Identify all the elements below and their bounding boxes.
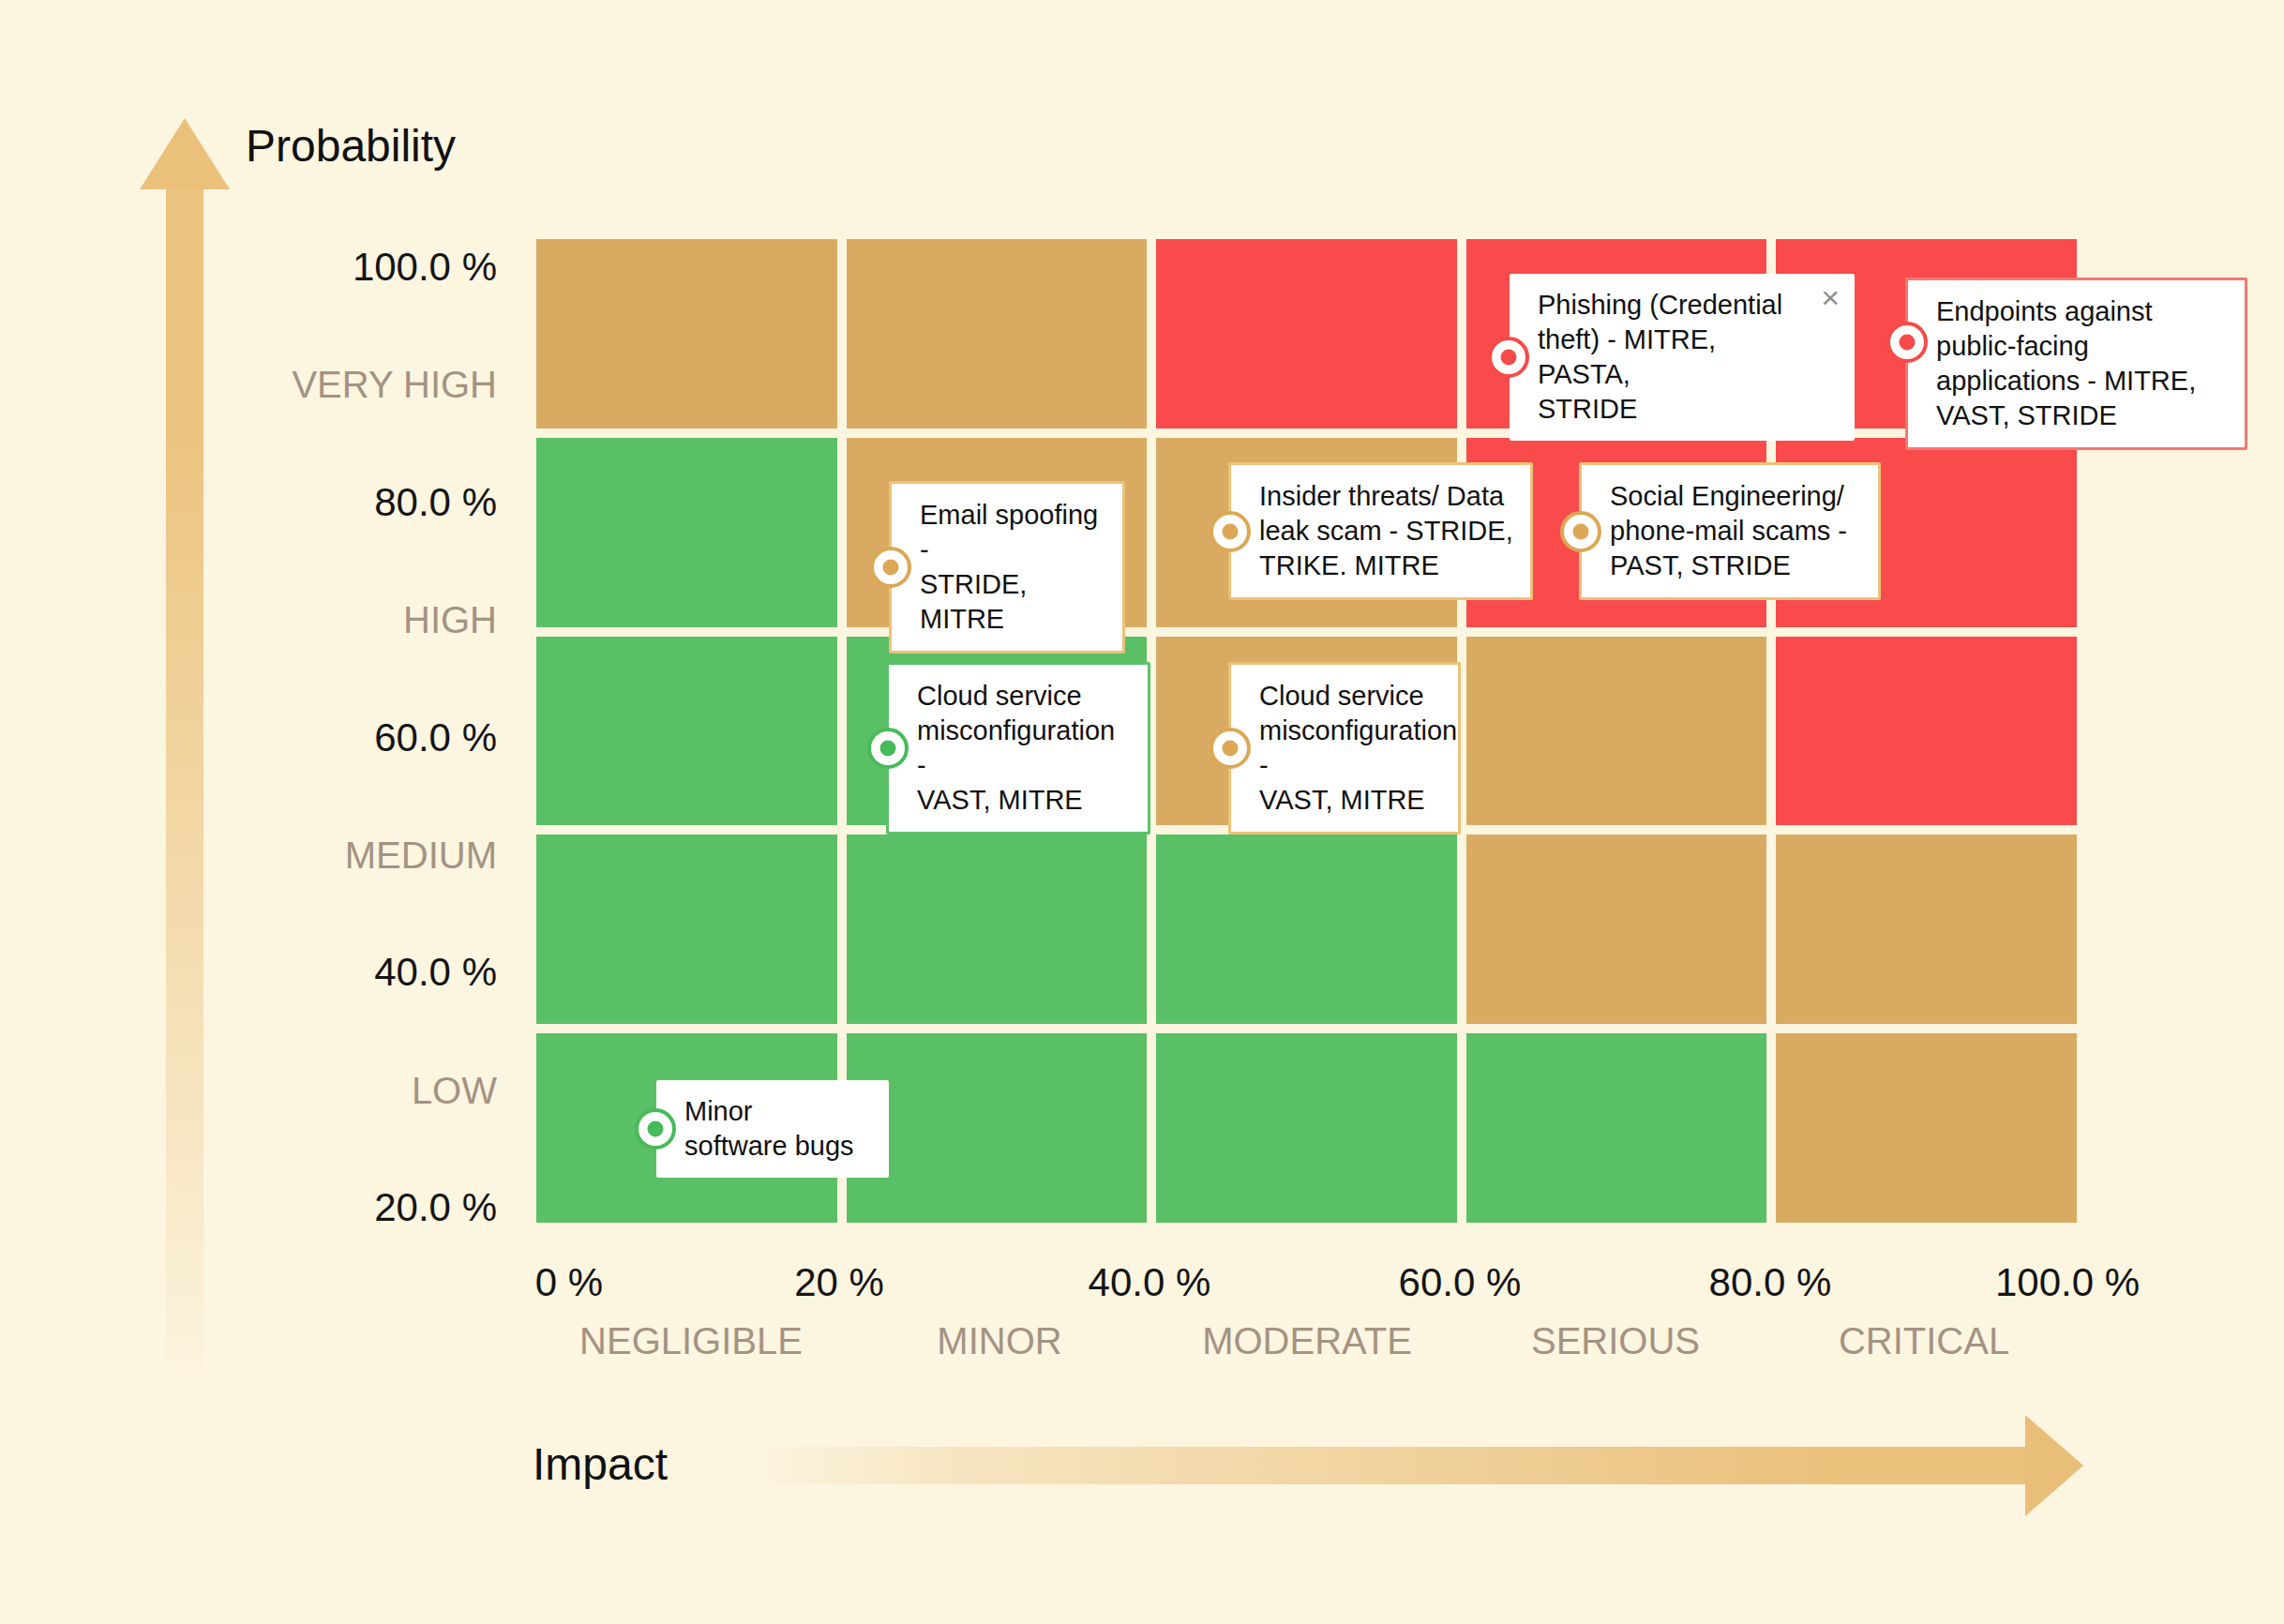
y-axis-label: HIGH [0, 590, 497, 650]
matrix-cell[interactable] [1776, 637, 2077, 826]
matrix-cell[interactable] [847, 239, 1148, 429]
impact-arrow-shaft [745, 1447, 2028, 1484]
matrix-cell[interactable] [1156, 835, 1457, 1024]
matrix-cell[interactable] [1156, 239, 1457, 429]
x-axis-tick: 80.0 % [1648, 1260, 1892, 1305]
matrix-cell[interactable] [1776, 835, 2077, 1024]
risk-matrix-page: Probability Impact 100.0 % VERY HIGH 80.… [0, 0, 2284, 1624]
threat-marker-icon[interactable] [1488, 337, 1529, 378]
x-axis-category: MODERATE [1148, 1320, 1466, 1362]
x-axis-category: CRITICAL [1765, 1320, 2083, 1362]
y-axis-label: 80.0 % [0, 473, 497, 533]
x-axis-tick: 40.0 % [1028, 1260, 1271, 1305]
impact-arrow-head-icon [2025, 1415, 2083, 1516]
matrix-cell[interactable] [536, 239, 837, 429]
threat-label: Email spoofing - STRIDE, MITRE [920, 498, 1105, 637]
y-axis-label: 60.0 % [0, 708, 497, 768]
x-axis-tick: 0 % [447, 1260, 691, 1305]
threat-marker-icon[interactable] [635, 1108, 676, 1150]
matrix-cell[interactable] [847, 835, 1148, 1024]
matrix-cell[interactable] [536, 637, 837, 826]
threat-card[interactable]: Cloud service misconfiguration - VAST, M… [886, 662, 1150, 835]
threat-label: Endpoints against public-facing applicat… [1936, 294, 2228, 433]
x-axis-tick: 60.0 % [1338, 1260, 1582, 1305]
matrix-cell[interactable] [1156, 1033, 1457, 1223]
threat-marker-icon[interactable] [1210, 728, 1251, 769]
threat-marker-icon[interactable] [870, 547, 911, 588]
matrix-cell[interactable] [1466, 637, 1767, 826]
x-axis-category: NEGLIGIBLE [532, 1320, 850, 1362]
threat-label: Cloud service misconfiguration - VAST, M… [917, 679, 1131, 818]
y-axis-label: MEDIUM [0, 825, 497, 885]
matrix-cell[interactable] [536, 835, 837, 1024]
y-axis-label: LOW [0, 1060, 497, 1120]
threat-label: Minor software bugs [684, 1094, 872, 1164]
threat-marker-icon[interactable] [867, 728, 909, 769]
probability-axis-title: Probability [246, 120, 456, 172]
threat-card[interactable]: Minor software bugs [656, 1080, 889, 1178]
probability-arrow-head-icon [140, 118, 230, 189]
x-axis-tick: 20 % [717, 1260, 961, 1305]
threat-card[interactable]: Cloud service misconfiguration - VAST, M… [1228, 662, 1461, 835]
threat-card[interactable]: Insider threats/ Data leak scam - STRIDE… [1228, 462, 1533, 600]
x-axis-category: SERIOUS [1456, 1320, 1775, 1362]
matrix-cell[interactable] [1466, 1033, 1767, 1223]
y-axis-label: 100.0 % [0, 237, 497, 297]
threat-label: Insider threats/ Data leak scam - STRIDE… [1259, 479, 1513, 583]
threat-card[interactable]: Email spoofing - STRIDE, MITRE [889, 481, 1125, 654]
y-axis-label: 20.0 % [0, 1178, 497, 1238]
y-axis-label: VERY HIGH [0, 354, 497, 414]
threat-card[interactable]: Phishing (Credential theft) - MITRE, PAS… [1510, 274, 1855, 441]
threat-marker-icon[interactable] [1210, 511, 1251, 552]
y-axis-label: 40.0 % [0, 942, 497, 1002]
threat-label: Phishing (Credential theft) - MITRE, PAS… [1538, 288, 1796, 427]
threat-marker-icon[interactable] [1560, 511, 1601, 552]
impact-axis-title: Impact [533, 1438, 668, 1490]
matrix-cell[interactable] [1466, 835, 1767, 1024]
threat-label: Social Engineering/ phone-mail scams - P… [1610, 479, 1861, 583]
threat-card[interactable]: Social Engineering/ phone-mail scams - P… [1579, 462, 1881, 600]
x-axis-category: MINOR [840, 1320, 1159, 1362]
x-axis-tick: 100.0 % [1946, 1260, 2189, 1305]
close-icon[interactable]: × [1821, 281, 1840, 313]
threat-card[interactable]: Endpoints against public-facing applicat… [1905, 278, 2247, 450]
threat-label: Cloud service misconfiguration - VAST, M… [1259, 679, 1441, 818]
matrix-cell[interactable] [1776, 1033, 2077, 1223]
threat-marker-icon[interactable] [1886, 322, 1928, 363]
matrix-cell[interactable] [536, 438, 837, 627]
matrix-cell[interactable] [847, 1033, 1148, 1223]
